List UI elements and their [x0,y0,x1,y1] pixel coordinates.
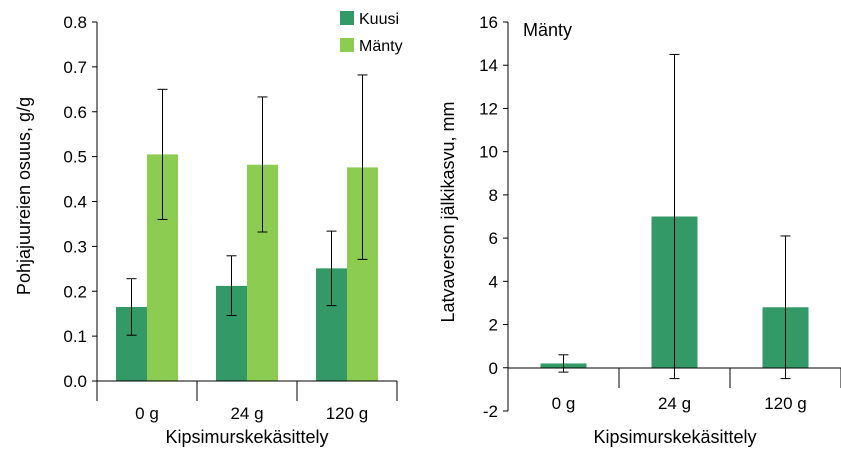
left-y-tick-label: 0.3 [63,237,87,256]
right-y-axis-title: Latvaverson jälkikasvu, mm [438,101,458,322]
right-error-bars [558,53,791,380]
right-y-tick-label: 6 [489,229,498,248]
left-x-tick-label: 24 g [230,404,263,423]
right-panel-label: Mänty [523,20,572,40]
right-x-axis-title: Kipsimurskekäsittely [593,427,756,447]
left-y-tick-label: 0.5 [63,148,87,167]
right-y-axis-ticks: -2 0 2 4 6 8 10 12 14 16 [479,13,508,421]
right-x-tick-label: 120 g [764,394,807,413]
right-y-tick-label: 0 [489,359,498,378]
left-x-axis-title: Kipsimurskekäsittely [165,427,328,447]
legend-swatch-kuusi [340,11,354,25]
left-x-tick-label: 0 g [135,404,159,423]
left-chart: 0.0 0.1 0.2 0.3 0.4 0.5 0.6 0.7 0.8 0 g 24 g 120 g… [14,11,403,447]
left-y-axis-ticks: 0.0 0.1 0.2 0.3 0.4 0.5 0.6 0.7 0.8 [63,13,97,391]
left-bars [116,154,378,381]
right-y-tick-label: 16 [479,13,498,32]
right-chart: -2 0 2 4 6 8 10 12 14 16 0 g 24 g 120 g Mänty Latva… [438,13,841,447]
left-y-tick-label: 0.4 [63,193,87,212]
right-y-tick-label: 8 [489,186,498,205]
right-x-tick-label: 24 g [658,394,691,413]
left-error-bars [126,74,368,336]
legend-label-manty: Mänty [359,38,403,55]
left-y-tick-label: 0.1 [63,327,87,346]
left-legend: Kuusi Mänty [340,11,403,55]
legend-label-kuusi: Kuusi [359,11,399,28]
right-y-tick-label: 14 [479,56,498,75]
left-y-axis-title: Pohjajuureien osuus, g/g [14,97,34,295]
right-x-axis-ticks: 0 g 24 g 120 g [507,368,841,413]
left-y-tick-label: 0.7 [63,58,87,77]
left-x-tick-label: 120 g [326,404,369,423]
right-y-tick-label: 10 [479,143,498,162]
right-x-tick-label: 0 g [552,394,576,413]
legend-swatch-manty [340,38,354,52]
left-x-axis-ticks: 0 g 24 g 120 g [96,381,398,423]
left-y-tick-label: 0.2 [63,282,87,301]
right-y-tick-label: -2 [483,402,498,421]
right-y-tick-label: 2 [489,316,498,335]
left-y-tick-label: 0.0 [63,372,87,391]
left-y-tick-label: 0.8 [63,13,87,32]
right-y-tick-label: 4 [489,272,498,291]
right-y-tick-label: 12 [479,99,498,118]
left-y-tick-label: 0.6 [63,103,87,122]
